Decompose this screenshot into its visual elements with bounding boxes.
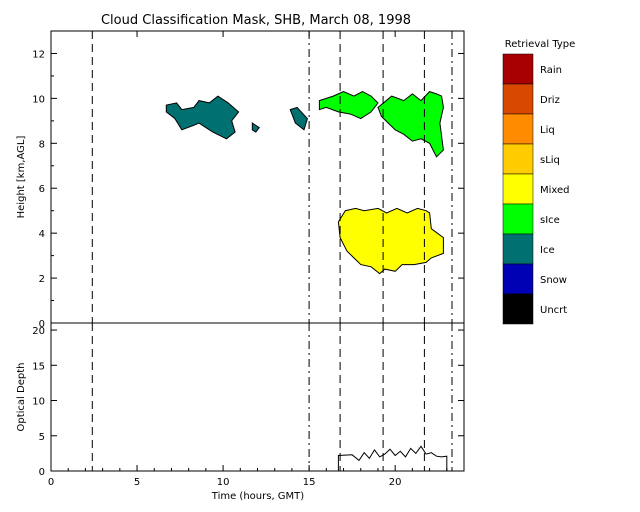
time-tick-label: 15 — [303, 477, 316, 488]
legend-label-uncrt: Uncrt — [540, 305, 567, 316]
time-tick-label: 20 — [389, 477, 402, 488]
height-tick-label: 8 — [39, 139, 45, 150]
height-tick-label: 2 — [39, 274, 45, 285]
time-tick-label: 10 — [217, 477, 230, 488]
region-sice-3 — [318, 91, 379, 120]
time-markers-top — [91, 31, 453, 323]
region-ice-2 — [251, 122, 260, 133]
legend-label-ice: Ice — [540, 245, 555, 256]
legend-swatch-snow — [502, 263, 534, 295]
optical-depth-tick-label: 20 — [32, 326, 45, 337]
classification-plot-frame — [50, 30, 465, 324]
chart-title: Cloud Classification Mask, SHB, March 08… — [101, 13, 411, 28]
legend-swatch-mixed — [502, 173, 534, 205]
optical-depth-tick-label: 5 — [39, 432, 45, 443]
height-tick-label: 4 — [39, 229, 45, 240]
legend-swatch-liq — [502, 113, 534, 145]
legend-swatch-uncrt — [502, 293, 534, 325]
legend-swatch-ice — [502, 233, 534, 265]
legend-label-rain: Rain — [540, 65, 562, 76]
region-ice-1 — [289, 106, 308, 131]
retrieval-type-legend: Retrieval Type Rain Driz Liq sLiq Mixed sIce I… — [502, 39, 576, 325]
legend-title: Retrieval Type — [505, 39, 576, 50]
classification-panel: 0 2 4 6 8 10 12 Height [km,AGL] — [16, 30, 465, 330]
optical-depth-line — [51, 445, 448, 472]
time-markers-bottom — [91, 323, 453, 471]
height-axis-label: Height [km,AGL] — [16, 136, 27, 219]
legend-label-sice: sIce — [540, 215, 560, 226]
legend-label-liq: Liq — [540, 125, 555, 136]
classification-regions — [165, 91, 444, 275]
legend-swatch-sliq — [502, 143, 534, 175]
legend-entries: Rain Driz Liq sLiq Mixed sIce Ice Snow Uncrt — [502, 53, 570, 325]
legend-label-mixed: Mixed — [540, 185, 570, 196]
optical-depth-tick-label: 15 — [32, 361, 45, 372]
height-tick-label: 0 — [39, 319, 45, 330]
optical-depth-plot-frame — [50, 322, 465, 472]
height-tick-label: 12 — [32, 49, 45, 60]
legend-swatch-sice — [502, 203, 534, 235]
optical-depth-tick-label: 0 — [39, 467, 45, 478]
region-mixed-5 — [337, 207, 444, 275]
optical-depth-axis: 0 5 10 15 20 — [32, 326, 464, 478]
region-ice-0 — [165, 95, 240, 140]
height-tick-label: 10 — [32, 94, 45, 105]
region-sice-4 — [377, 91, 444, 158]
time-axis-label: Time (hours, GMT) — [211, 491, 305, 502]
legend-swatch-rain — [502, 53, 534, 85]
time-tick-label: 5 — [134, 477, 140, 488]
legend-label-driz: Driz — [540, 95, 560, 106]
time-tick-label: 0 — [48, 477, 54, 488]
time-axis: 0 5 10 15 20 — [48, 31, 448, 488]
legend-label-snow: Snow — [540, 275, 567, 286]
legend-label-sliq: sLiq — [540, 155, 560, 166]
optical-depth-trace — [51, 445, 448, 472]
height-tick-label: 6 — [39, 184, 45, 195]
legend-swatch-driz — [502, 83, 534, 115]
height-axis: 0 2 4 6 8 10 12 — [32, 30, 464, 330]
optical-depth-axis-label: Optical Depth — [16, 363, 27, 432]
optical-depth-tick-label: 10 — [32, 397, 45, 408]
